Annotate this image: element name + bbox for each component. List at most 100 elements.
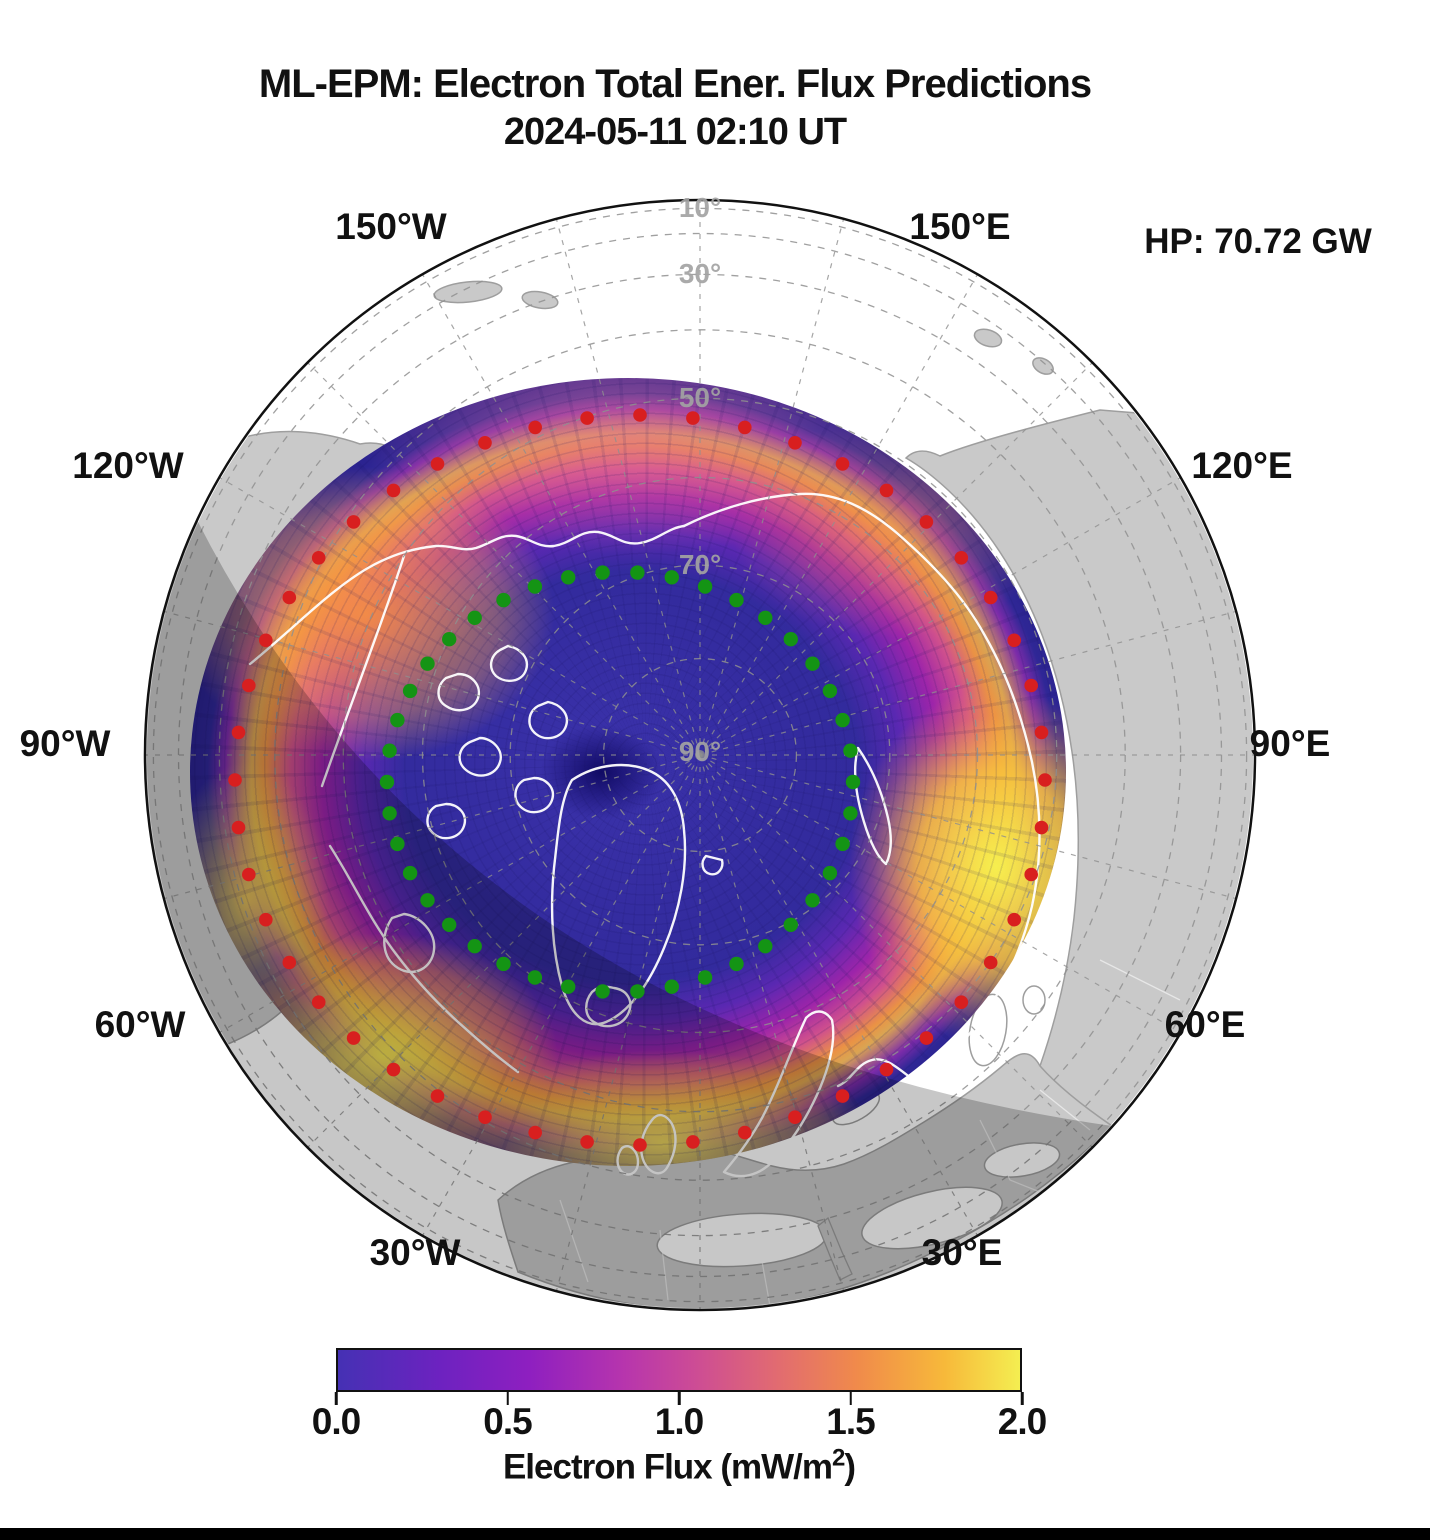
equatorward-boundary-dot [259,633,273,648]
meridian-line [421,274,701,756]
polar-cap-boundary-dot [843,806,858,821]
page-title: ML-EPM: Electron Total Ener. Flux Predic… [259,62,1092,154]
equatorward-boundary-dot [835,1089,850,1103]
polar-cap-boundary-dot [630,565,645,580]
polar-cap-boundary-dot [697,579,713,594]
arctic-island [514,776,555,814]
equatorward-boundary-dot [633,1138,647,1152]
equatorward-boundary-dot [386,483,401,498]
equatorward-boundary-dot [788,1110,802,1124]
electron-flux-field [190,378,1066,1166]
equatorward-boundary-dot [231,725,246,740]
equatorward-boundary-dot [259,912,273,927]
latitude-label-10: 10° [678,192,722,223]
equatorward-boundary-dot [430,457,445,471]
svalbard [701,854,724,876]
arctic-island [528,700,569,740]
equatorward-boundary-dot [242,678,256,693]
colorbar-tick-mark [334,1392,338,1405]
meridian-line [219,476,701,756]
longitude-label-150W: 150°W [335,206,447,247]
longitude-label-60E: 60°E [1164,1004,1246,1045]
colorbar-tick-label-2.0: 2.0 [997,1401,1047,1442]
equatorward-boundary-dot [954,551,969,565]
polar-cap-boundary-dot [822,865,838,881]
land-italy [817,1216,853,1281]
equatorward-boundary-dot [788,436,802,450]
novaya-zemlya [853,746,892,866]
hudson-bay [383,912,436,974]
coast-siberia [682,492,1041,1084]
coast-north-america [248,524,686,666]
equatorward-boundary-dot [835,457,850,471]
polar-cap-boundary-dot [561,570,576,585]
colorbar-tick-label-0.0: 0.0 [311,1401,361,1442]
polar-cap-boundary-dot [379,774,395,790]
equatorward-boundary-dot [1024,867,1038,882]
meridian-line [699,362,1093,756]
equatorward-boundary-dot [686,411,700,425]
meridian-line [307,754,701,1148]
polar-cap-boundary-dot [845,774,861,790]
polar-cap-boundary-dot [805,893,820,908]
equatorward-boundary-dot [879,1062,894,1077]
ireland [616,1145,640,1176]
longitude-label-30W: 30°W [369,1232,461,1273]
globe-outline [143,198,1257,1312]
equatorward-boundary-dot [386,1062,401,1077]
polar-cap-boundary-dot [835,712,850,728]
equatorward-boundary-dot [346,515,361,529]
colorbar-tick-mark [506,1392,509,1405]
polar-cap-boundary-dot [442,917,457,932]
equatorward-boundary-dot [738,1125,752,1140]
polar-cap-boundary-dot [390,836,405,852]
scandinavia [722,1010,835,1178]
polar-cap-boundary-dot [382,743,397,758]
polar-cap-boundary-dot [402,865,418,881]
meridian-line [699,754,1093,1148]
night-terminator-shade [145,520,1112,1309]
polar-cap-boundary-dot [729,592,744,608]
polar-cap-boundary-dot [805,656,820,671]
coast-hudson [328,844,520,1074]
land-island [521,290,559,310]
polar-cap-boundary-dot [822,683,838,699]
longitude-label-90E: 90°E [1249,723,1331,764]
equatorward-boundary-dot [528,420,542,435]
arctic-island [437,672,481,712]
polar-cap-boundary-dot [561,979,576,994]
longitude-label-60W: 60°W [94,1004,186,1045]
equatorward-boundary-dot [231,820,246,835]
latitude-label-50: 50° [678,382,722,413]
meridian-line [699,476,1181,756]
arctic-island [458,736,502,777]
colorbar-label-superscript: 2 [832,1444,845,1472]
equatorward-boundary-dot [580,411,594,425]
colorbar-gradient [336,1348,1022,1392]
polar-cap-boundary-dot [402,683,418,699]
latitude-circle-10 [152,207,1248,1303]
meridian-line [699,754,845,1292]
equatorward-boundary-dot [1034,820,1049,835]
equatorward-boundary-dot [1007,912,1021,927]
polar-cap-boundary-dot [835,836,850,852]
meridian-line [699,754,1181,1034]
equatorward-boundary-dot [1007,633,1021,648]
meridian-line [699,610,1237,756]
polar-cap-boundary-dot [697,970,713,985]
colorbar-label-suffix: ) [844,1447,856,1487]
equatorward-boundary-dot [983,955,998,970]
polar-cap-boundary-dot [527,970,543,985]
polar-cap-boundary-dot [664,570,679,585]
polar-cap-boundary-dot [783,917,798,932]
meridian-line [163,754,701,900]
polar-cap-boundary-dot [783,632,798,647]
polar-cap-boundary-dot [442,632,457,647]
coast-kola [836,1058,918,1088]
meridian-line [163,610,701,756]
equatorward-boundary-dot [528,1125,542,1140]
colorbar-tick-mark [677,1392,681,1405]
meridian-line [307,362,701,756]
